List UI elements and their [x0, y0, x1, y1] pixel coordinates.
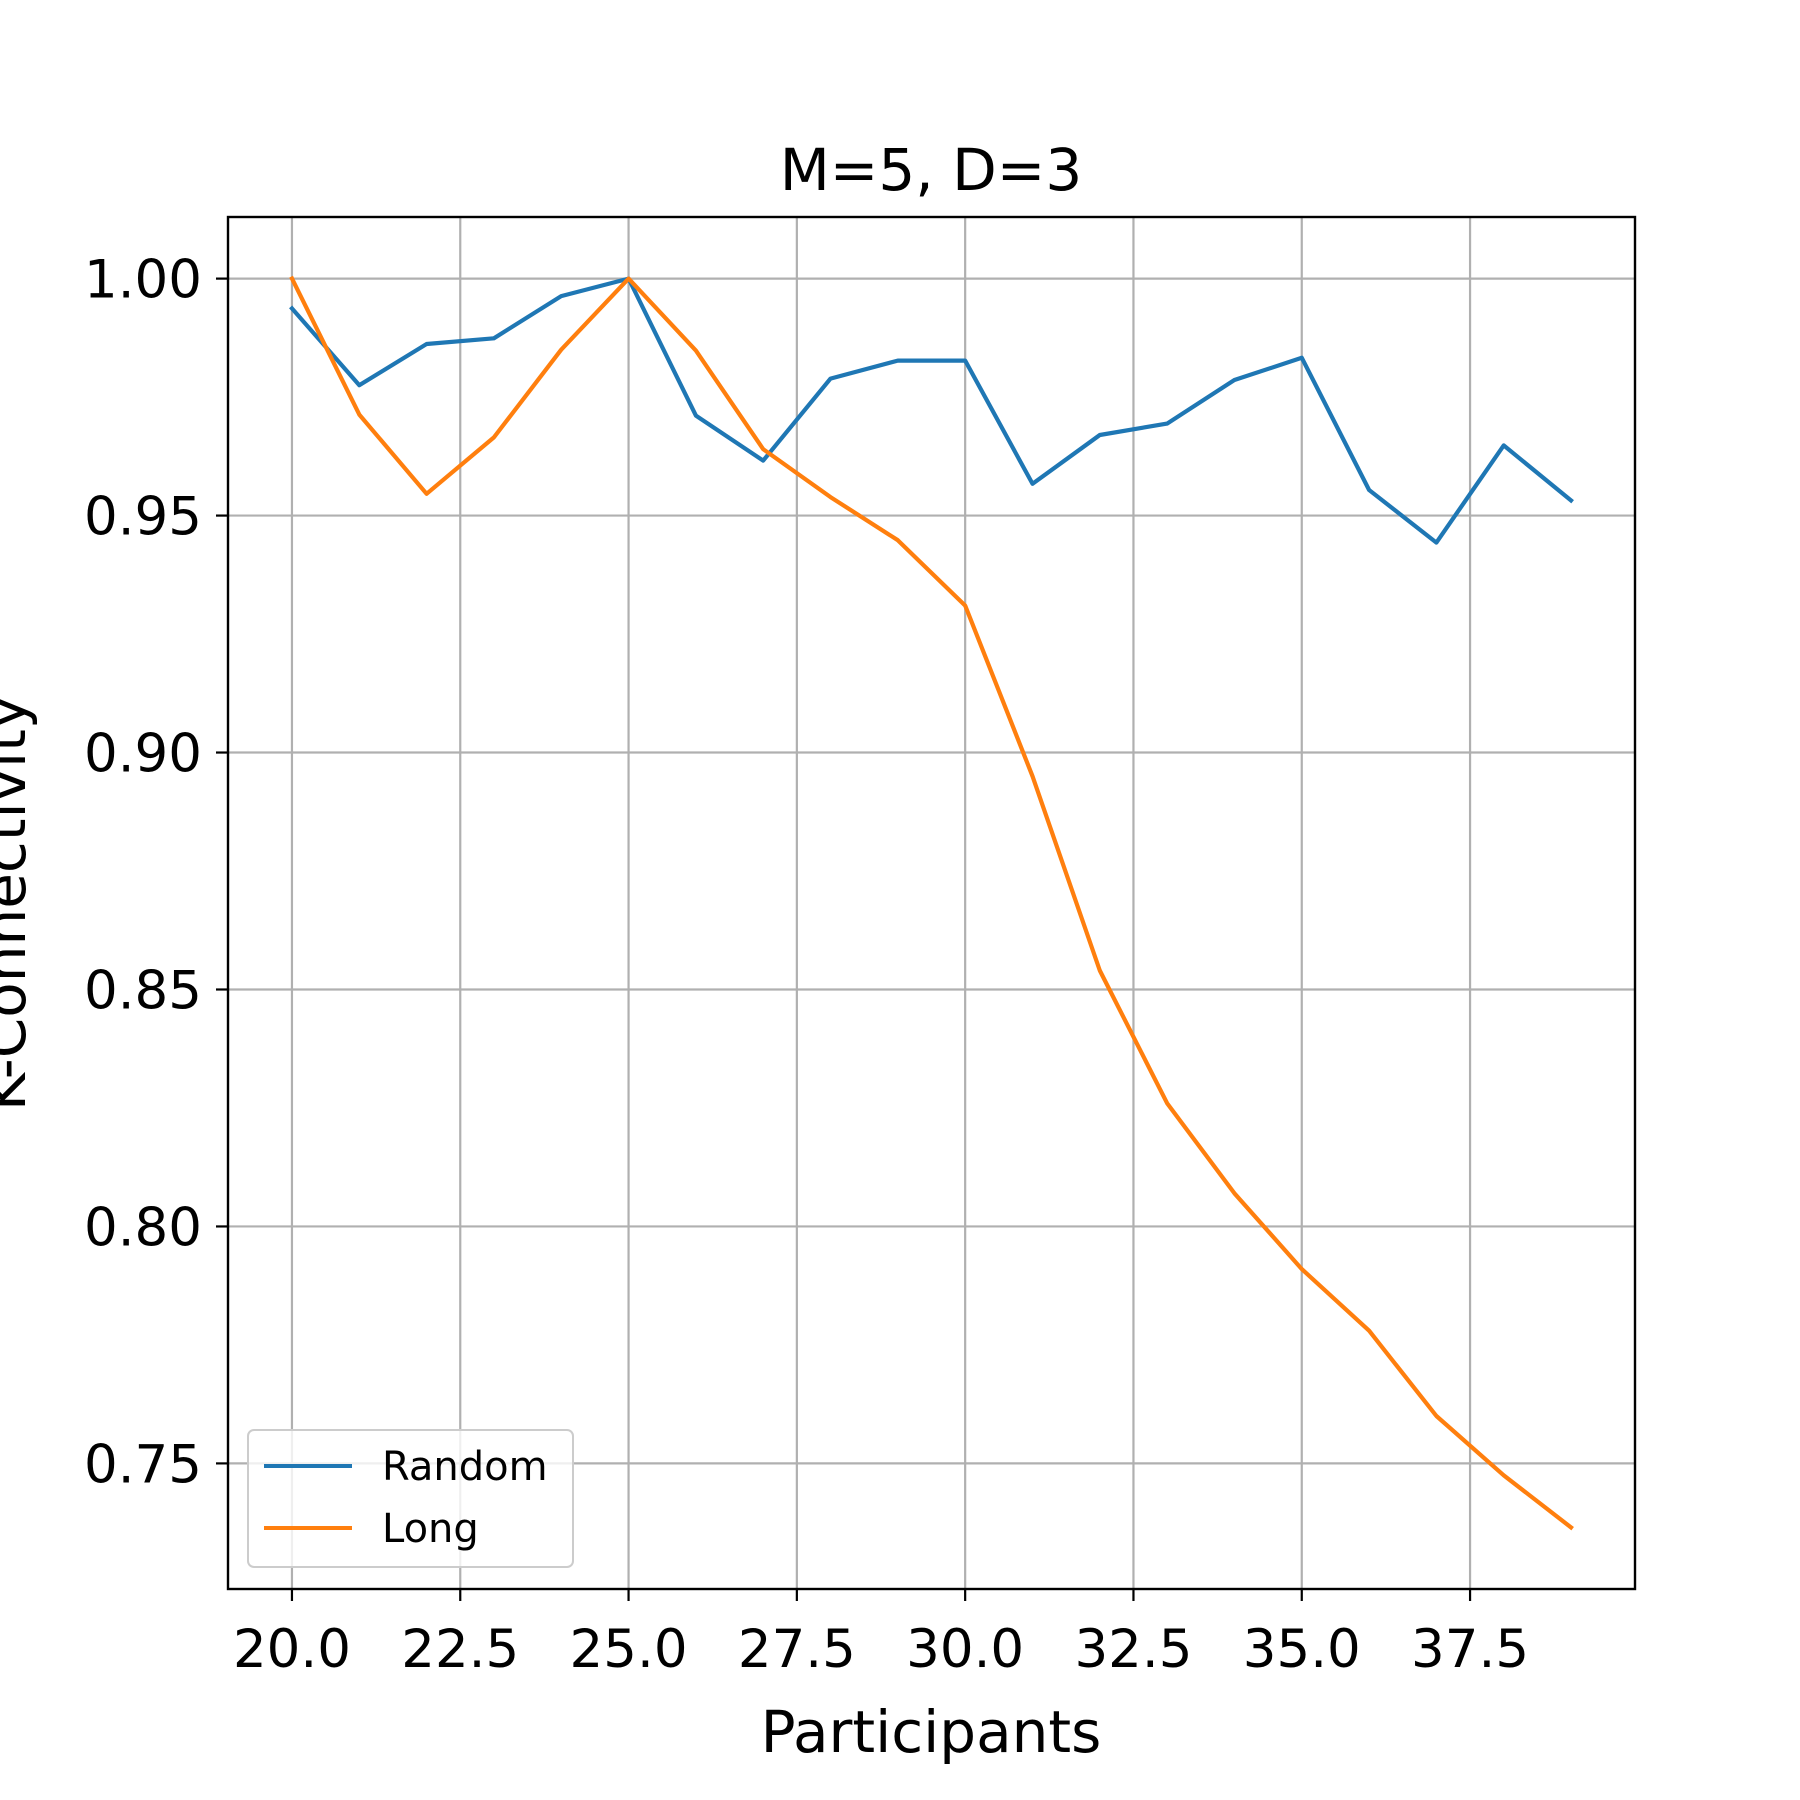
legend-label-random: Random [382, 1444, 548, 1490]
x-axis-label: Participants [761, 1698, 1102, 1766]
x-tick-label: 32.5 [1074, 1619, 1192, 1680]
chart-title: M=5, D=3 [780, 136, 1083, 204]
y-tick-label: 0.75 [84, 1434, 202, 1495]
x-tick-label: 27.5 [738, 1619, 856, 1680]
y-tick-label: 0.80 [84, 1197, 202, 1258]
y-tick-label: 0.85 [84, 960, 202, 1021]
axis-ticks: 20.0 22.5 25.0 27.5 30.0 32.5 35.0 37.5 0.75 0.80… [84, 250, 1529, 1680]
y-tick-label: 0.90 [84, 724, 202, 785]
y-tick-label: 1.00 [84, 250, 202, 311]
x-tick-label: 30.0 [906, 1619, 1024, 1680]
x-tick-label: 37.5 [1411, 1619, 1529, 1680]
plot-frame [226, 215, 1637, 1591]
x-tick-label: 35.0 [1243, 1619, 1361, 1680]
series-lines [289, 275, 1574, 1531]
legend-label-long: Long [382, 1506, 479, 1552]
x-tick-label: 20.0 [233, 1619, 351, 1680]
y-axis-label: K-Connectivity [0, 695, 39, 1111]
y-tick-label: 0.95 [84, 487, 202, 548]
series-line-long [289, 275, 1574, 1531]
x-tick-label: 22.5 [401, 1619, 519, 1680]
x-tick-label: 25.0 [570, 1619, 688, 1680]
series-line-random [289, 276, 1574, 545]
legend: Random Long [247, 1429, 574, 1568]
